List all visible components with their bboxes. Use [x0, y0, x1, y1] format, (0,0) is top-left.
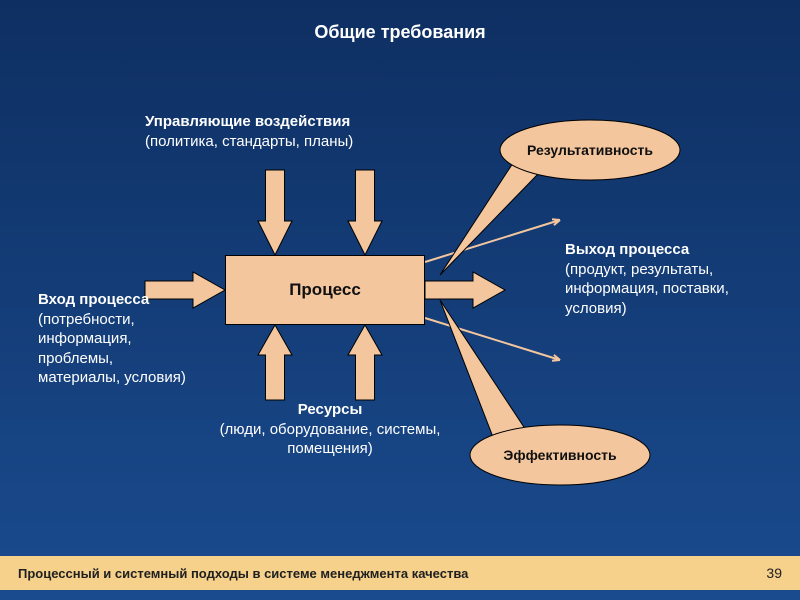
label-resources-sub: (люди, оборудование, системы, помещения): [215, 420, 445, 459]
process-box: Процесс: [225, 255, 425, 325]
svg-text:Результативность: Результативность: [527, 142, 653, 158]
label-resources: Ресурсы (люди, оборудование, системы, по…: [215, 400, 445, 459]
svg-text:Эффективность: Эффективность: [503, 447, 617, 463]
page-number: 39: [766, 565, 782, 581]
label-input-head: Вход процесса: [38, 290, 188, 310]
label-output-sub: (продукт, результаты, информация, постав…: [565, 260, 765, 319]
label-controls-head: Управляющие воздействия: [145, 112, 405, 132]
label-output-head: Выход процесса: [565, 240, 765, 260]
label-controls: Управляющие воздействия (политика, станд…: [145, 112, 405, 151]
footer-title: Процессный и системный подходы в системе…: [18, 566, 766, 581]
page-title: Общие требования: [0, 22, 800, 43]
footer-bar: Процессный и системный подходы в системе…: [0, 556, 800, 590]
label-input: Вход процесса (потребности, информация, …: [38, 290, 188, 388]
label-input-sub: (потребности, информация, проблемы, мате…: [38, 310, 188, 388]
label-output: Выход процесса (продукт, результаты, инф…: [565, 240, 765, 318]
label-resources-head: Ресурсы: [215, 400, 445, 420]
label-controls-sub: (политика, стандарты, планы): [145, 132, 405, 152]
